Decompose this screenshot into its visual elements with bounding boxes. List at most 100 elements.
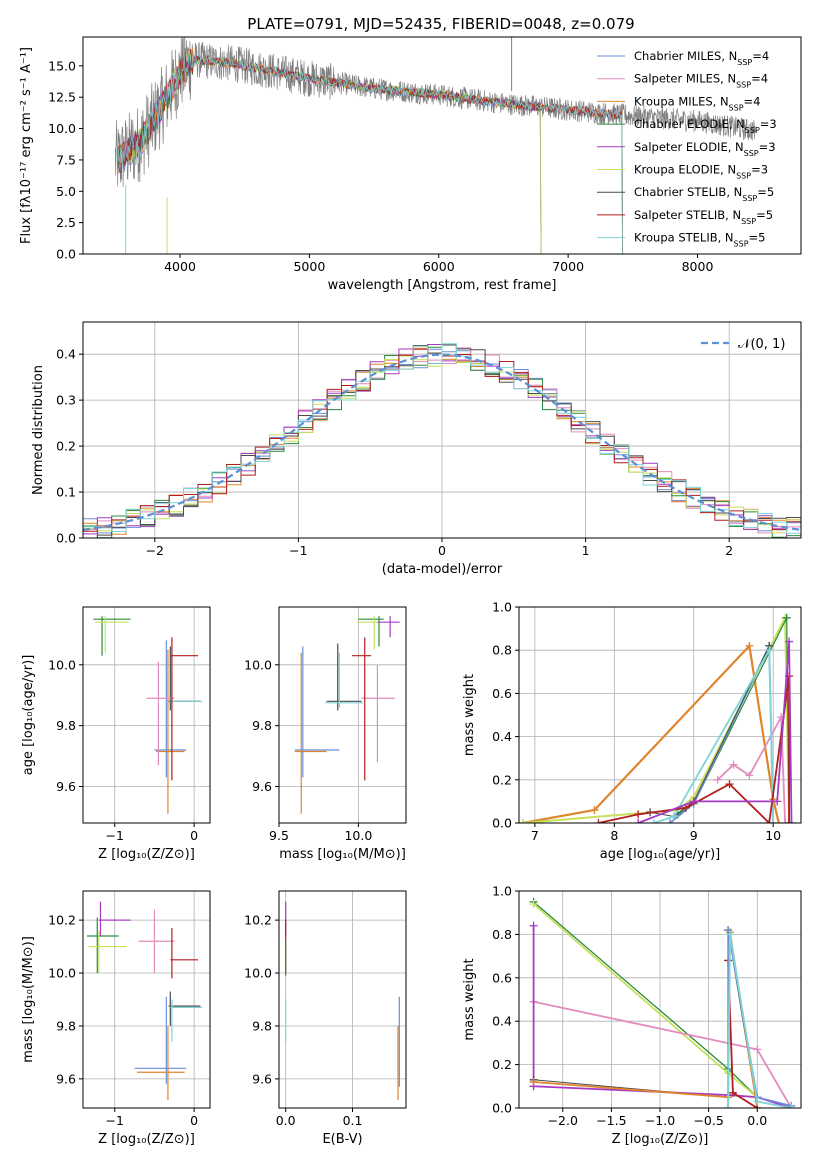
weight-line-krou_miles	[522, 643, 780, 823]
x-tick-label: 9.5	[269, 828, 289, 843]
model-spectrum-krou_stelib	[117, 48, 623, 254]
x-tick-label: 0	[438, 543, 446, 558]
y-tick-label: 1.0	[492, 600, 512, 615]
x-tick-label: 0.1	[343, 1113, 363, 1128]
weight-marker-krou_miles	[590, 806, 599, 815]
y-tick-label: 0.0	[56, 247, 76, 262]
y-tick-label: 0.4	[56, 347, 76, 362]
x-tick-label: 9	[690, 828, 698, 843]
y-tick-label: 0.4	[492, 1014, 512, 1029]
x-tick-label: 0.0	[276, 1113, 296, 1128]
weight-marker-krou_elodie	[519, 819, 527, 823]
histogram-krou_stelib	[83, 343, 801, 534]
x-tick-label: 5000	[293, 259, 325, 274]
y-tick-label: 9.6	[56, 1071, 76, 1086]
y-tick-label: 0.6	[492, 686, 512, 701]
y-tick-label: 0.6	[492, 970, 512, 985]
weight-marker-salp_miles	[729, 760, 738, 769]
weight-marker-krou_stelib	[650, 819, 659, 823]
x-tick-label: −0.5	[693, 1113, 723, 1128]
y-axis-label: age [log₁₀(age/yr)]	[21, 655, 36, 776]
weight-marker-krou_elodie	[529, 900, 538, 909]
spectrum-panel: 4000 5000 6000 7000 8000 0.0 2.5 5.0 7.5 10.0 12.5…	[19, 36, 802, 293]
weight-marker-salp_elodie	[773, 797, 782, 806]
y-tick-label: 10.0	[244, 657, 272, 672]
x-tick-label: 2	[725, 543, 733, 558]
y-axis-label: mass weight	[462, 958, 477, 1040]
weight-marker-chab_miles	[724, 926, 733, 935]
x-tick-label: 6000	[423, 259, 455, 274]
y-tick-label: 7.5	[56, 152, 76, 167]
y-axis-label: Flux [fλ10⁻¹⁷ erg cm⁻² s⁻¹ A⁻¹]	[19, 47, 34, 244]
y-tick-label: 9.6	[252, 779, 272, 794]
weight-marker-krou_stelib	[753, 1097, 762, 1106]
legend-label: Chabrier MILES, NSSP=4	[634, 49, 769, 67]
y-tick-label: 15.0	[48, 58, 76, 73]
axes-frame	[518, 606, 802, 824]
y-tick-label: 10.2	[244, 913, 272, 928]
weight-marker-salp_miles	[713, 775, 722, 784]
x-axis-label: mass [log₁₀(M/M⊙)]	[279, 847, 406, 862]
weight-marker-krou_stelib	[765, 646, 774, 655]
weight-marker-salp_elodie	[787, 819, 796, 823]
y-tick-label: 9.8	[252, 1018, 272, 1033]
x-tick-label: −1	[106, 828, 124, 843]
legend-label: Salpeter ELODIE, NSSP=3	[634, 140, 776, 158]
weight-marker-chab_miles	[665, 819, 674, 823]
weight-marker-chab_elodie	[782, 613, 791, 622]
y-tick-label: 0.0	[492, 1101, 512, 1116]
plot-area	[285, 901, 400, 1101]
x-tick-label: 0	[190, 828, 198, 843]
model-spectrum-salp_miles	[117, 49, 623, 254]
legend-label: Chabrier ELODIE, NSSP=3	[634, 117, 777, 135]
weight-marker-krou_miles	[774, 819, 783, 823]
y-tick-label: 0.8	[492, 643, 512, 658]
mass-vs-ebv-panel: 0.0 0.1 9.6 9.8 10.0 10.2 E(B-V)	[244, 890, 407, 1147]
weight-marker-salp_stelib	[594, 819, 603, 823]
legend-label: Kroupa MILES, NSSP=4	[634, 94, 760, 112]
y-axis-label: Normed distribution	[31, 365, 46, 495]
y-tick-label: 10.0	[48, 966, 76, 981]
weight-marker-salp_stelib	[765, 819, 774, 823]
y-tick-label: 0.0	[492, 816, 512, 831]
normal-curve	[83, 353, 801, 531]
plot-area	[86, 901, 203, 1101]
weight-marker-krou_miles	[745, 641, 754, 650]
axes-frame	[278, 890, 407, 1109]
y-tick-label: 0.4	[492, 729, 512, 744]
weight-marker-krou_miles	[529, 1077, 538, 1086]
x-tick-label: −1	[106, 1113, 124, 1128]
y-tick-label: 10.0	[48, 657, 76, 672]
axes-frame	[278, 606, 407, 824]
y-tick-label: 0.2	[492, 772, 512, 787]
axes-frame	[82, 36, 802, 255]
weight-line-chab_elodie	[533, 901, 758, 1098]
x-axis-label: wavelength [Angstrom, rest frame]	[328, 278, 557, 293]
x-tick-label: −1.5	[596, 1113, 626, 1128]
legend-label: 𝒩(0, 1)	[738, 337, 785, 352]
y-tick-label: 10.0	[48, 121, 76, 136]
x-tick-label: 0.0	[747, 1113, 767, 1128]
weight-marker-salp_elodie	[785, 637, 794, 646]
x-tick-label: −1	[289, 543, 307, 558]
x-tick-label: 10.0	[344, 828, 372, 843]
weight-marker-salp_miles	[753, 1045, 762, 1054]
axes-frame	[82, 890, 211, 1109]
model-spectrum-salp_stelib	[117, 48, 623, 254]
weight-marker-salp_stelib	[785, 819, 794, 823]
y-tick-label: 0.8	[492, 927, 512, 942]
x-axis-label: age [log₁₀(age/yr)]	[600, 847, 721, 862]
y-tick-label: 9.6	[252, 1071, 272, 1086]
y-tick-label: 1.0	[492, 884, 512, 899]
x-axis-label: Z [log₁₀(Z/Z⊙)]	[98, 847, 195, 862]
weight-line-salp_elodie	[637, 641, 793, 823]
y-tick-label: 2.5	[56, 215, 76, 230]
plot-area	[294, 616, 400, 814]
weight-marker-salp_elodie	[634, 819, 643, 823]
y-tick-label: 9.8	[252, 718, 272, 733]
plot-area	[114, 37, 756, 254]
y-tick-label: 0.2	[492, 1057, 512, 1072]
weight-vs-age-panel: 7 8 9 10 0.0 0.2 0.4 0.6 0.8 1.0 age [log₁₀(age/yr…	[462, 600, 802, 862]
y-axis-label: mass weight	[462, 674, 477, 756]
x-axis-label: Z [log₁₀(Z/Z⊙)]	[612, 1132, 709, 1147]
